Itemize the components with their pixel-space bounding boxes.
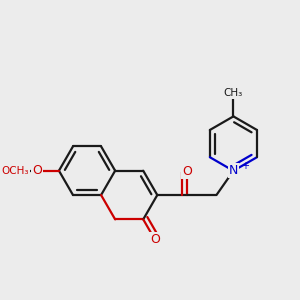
Text: N: N bbox=[229, 164, 238, 177]
Text: CH₃: CH₃ bbox=[224, 88, 243, 98]
Text: O: O bbox=[182, 166, 192, 178]
Text: +: + bbox=[241, 161, 249, 171]
Text: O: O bbox=[32, 164, 42, 177]
Text: O: O bbox=[150, 233, 160, 246]
Text: OCH₃: OCH₃ bbox=[2, 166, 29, 176]
